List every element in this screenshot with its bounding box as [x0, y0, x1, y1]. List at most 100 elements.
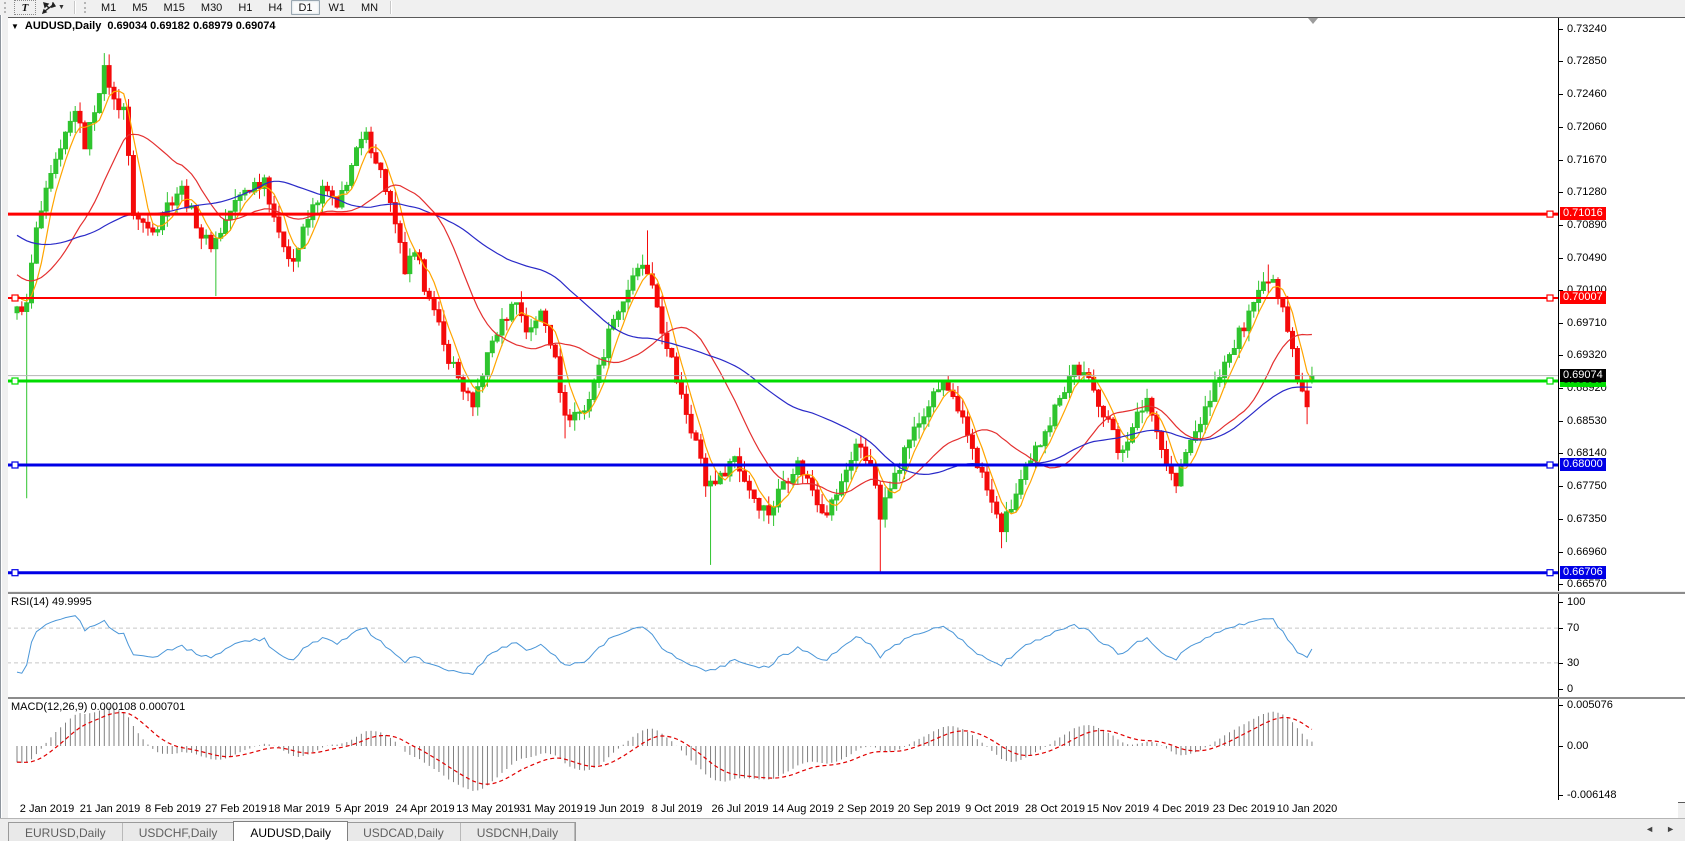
timeframe-button-D1[interactable]: D1	[291, 0, 320, 15]
rsi-tick	[1559, 689, 1563, 690]
price-axis[interactable]: 0.73240 0.72850 0.72460 0.72060 0.71670 0.712…	[1558, 18, 1685, 591]
date-label: 27 Feb 2019	[205, 803, 267, 815]
date-label: 28 Oct 2019	[1025, 803, 1085, 815]
tab-scroll-left-icon[interactable]: ◄	[1645, 824, 1655, 834]
rsi-tick	[1559, 663, 1563, 664]
timeframe-button-M1[interactable]: M1	[100, 1, 117, 14]
chart-tab-bar: EURUSD,Daily USDCHF,Daily AUDUSD,Daily USDC…	[0, 818, 1685, 841]
date-label: 23 Dec 2019	[1212, 803, 1276, 815]
rsi-tick	[1559, 602, 1563, 603]
date-label: 5 Apr 2019	[335, 803, 389, 815]
date-label: 4 Dec 2019	[1152, 803, 1210, 815]
chart-tab-usdcnh[interactable]: USDCNH,Daily	[461, 823, 576, 841]
timeframe-group: M1 M5 M15 M30 H1 H4 D1 W1 MN	[93, 0, 386, 15]
rsi-tick-label: 0	[1567, 683, 1574, 695]
price-tick-label: 0.71670	[1567, 154, 1607, 166]
macd-chart[interactable]	[7, 699, 1558, 800]
price-tick-label: 0.66570	[1567, 578, 1607, 590]
price-tick-label: 0.70890	[1567, 219, 1607, 231]
macd-tick-label: 0.005076	[1567, 699, 1613, 711]
chart-client-area: ▼ AUDUSD,Daily 0.69034 0.69182 0.68979 0…	[0, 15, 1685, 818]
price-tick-label: 0.68530	[1567, 415, 1607, 427]
macd-tick	[1559, 795, 1563, 796]
price-tick	[1559, 355, 1563, 356]
price-level-tag: 0.66706	[1560, 566, 1606, 579]
chart-tab-eurusd[interactable]: EURUSD,Daily	[9, 823, 123, 841]
tab-navigation: ◄ ►	[1645, 824, 1675, 834]
toolbar-grip[interactable]	[4, 2, 10, 13]
price-tick	[1559, 94, 1563, 95]
price-level-tag: 0.71016	[1560, 207, 1606, 220]
price-tick-label: 0.67350	[1567, 513, 1607, 525]
macd-tick-label: -0.006148	[1567, 789, 1617, 801]
price-tick	[1559, 453, 1563, 454]
macd-pane[interactable]: MACD(12,26,9) 0.000108 0.000701 0.005076…	[7, 697, 1685, 803]
price-tick	[1559, 61, 1563, 62]
chart-title[interactable]: ▼ AUDUSD,Daily 0.69034 0.69182 0.68979 0…	[11, 20, 276, 32]
price-tick	[1559, 584, 1563, 585]
rsi-tick-label: 100	[1567, 596, 1586, 608]
arrows-icon	[42, 1, 56, 14]
date-label: 26 Jul 2019	[711, 803, 769, 815]
date-label: 2 Sep 2019	[837, 803, 895, 815]
price-tick-label: 0.72460	[1567, 88, 1607, 100]
arrows-tool-button[interactable]: ▼	[38, 1, 69, 14]
date-label: 18 Mar 2019	[268, 803, 330, 815]
price-tick-label: 0.69320	[1567, 349, 1607, 361]
date-label: 10 Jan 2020	[1276, 803, 1338, 815]
chart-shift-marker[interactable]	[1307, 18, 1318, 24]
time-axis[interactable]: 2 Jan 2019 21 Jan 2019 8 Feb 2019 27 Feb 20…	[7, 800, 1678, 818]
rsi-tick-label: 30	[1567, 657, 1580, 669]
date-label: 2 Jan 2019	[19, 803, 75, 815]
price-tick	[1559, 127, 1563, 128]
timeframe-button-H4[interactable]: H4	[268, 1, 283, 14]
price-tick	[1559, 258, 1563, 259]
timeframe-button-M30[interactable]: M30	[200, 1, 223, 14]
price-tick	[1559, 290, 1563, 291]
macd-label: MACD(12,26,9) 0.000108 0.000701	[11, 701, 186, 713]
price-tick-label: 0.71280	[1567, 186, 1607, 198]
date-label: 8 Feb 2019	[145, 803, 201, 815]
toolbar-separator	[390, 1, 393, 14]
text-tool-button[interactable]: T	[14, 0, 36, 15]
macd-axis[interactable]: 0.005076 0.00 -0.006148	[1558, 699, 1685, 802]
chart-tab-usdcad[interactable]: USDCAD,Daily	[347, 823, 461, 841]
rsi-axis[interactable]: 100 70 30 0	[1558, 594, 1685, 697]
price-tick-label: 0.73240	[1567, 23, 1607, 35]
timeframe-button-M15[interactable]: M15	[163, 1, 185, 14]
price-tick	[1559, 29, 1563, 30]
price-tick-label: 0.72850	[1567, 55, 1607, 67]
window-left-border	[0, 15, 8, 818]
timeframe-button-MN[interactable]: MN	[361, 1, 379, 14]
chart-tab-audusd[interactable]: AUDUSD,Daily	[233, 821, 349, 841]
price-tick	[1559, 225, 1563, 226]
price-tick	[1559, 160, 1563, 161]
timeframe-button-W1[interactable]: W1	[328, 1, 346, 14]
rsi-pane[interactable]: RSI(14) 49.9995 100 70 30 0	[7, 592, 1685, 697]
price-tick	[1559, 192, 1563, 193]
toolbar-separator	[73, 1, 76, 14]
price-level-tag: 0.68000	[1560, 458, 1606, 471]
symbol-dropdown-icon[interactable]: ▼	[11, 21, 19, 31]
candlestick-chart[interactable]	[7, 18, 1558, 589]
timeframe-button-H1[interactable]: H1	[238, 1, 253, 14]
price-tick	[1559, 519, 1563, 520]
toolbar-grip[interactable]	[83, 2, 90, 13]
tab-scroll-right-icon[interactable]: ►	[1666, 824, 1675, 834]
toolbar: T ▼ M1 M5 M15 M30 H1 H4 D1 W1 MN	[0, 0, 1685, 16]
macd-tick-label: 0.00	[1567, 740, 1589, 752]
price-tick-label: 0.72060	[1567, 121, 1607, 133]
date-label: 13 May 2019	[456, 803, 520, 815]
timeframe-button-M5[interactable]: M5	[132, 1, 148, 14]
price-level-tag: 0.69074	[1560, 369, 1606, 382]
chart-tab-usdchf[interactable]: USDCHF,Daily	[123, 823, 235, 841]
price-pane[interactable]: ▼ AUDUSD,Daily 0.69034 0.69182 0.68979 0…	[7, 17, 1685, 591]
rsi-tick	[1559, 628, 1563, 629]
price-tick	[1559, 486, 1563, 487]
date-label: 21 Jan 2019	[79, 803, 141, 815]
date-label: 14 Aug 2019	[772, 803, 834, 815]
ohlc-values: 0.69034 0.69182 0.68979 0.69074	[107, 20, 276, 32]
rsi-chart[interactable]	[7, 594, 1558, 695]
date-label: 31 May 2019	[519, 803, 583, 815]
